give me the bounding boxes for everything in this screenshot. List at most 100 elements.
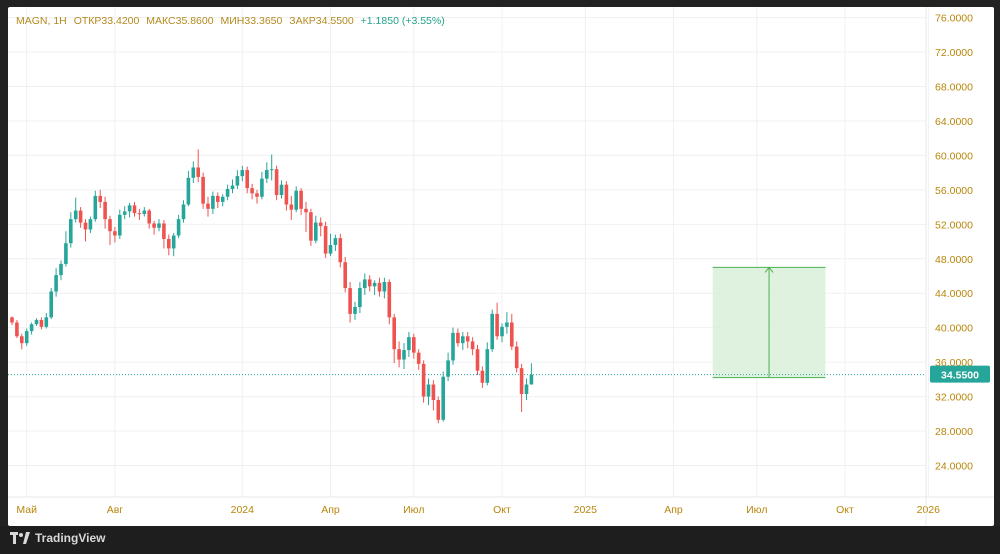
candle-body[interactable]: [64, 243, 68, 264]
candle-body[interactable]: [431, 384, 436, 401]
candle-body[interactable]: [225, 189, 230, 197]
chart-area[interactable]: 76.0000 72.0000 68.0000 64.0000 60.0000 56.00…: [8, 7, 994, 526]
candle-body[interactable]: [529, 374, 534, 385]
candle-body[interactable]: [255, 193, 259, 197]
candle-body[interactable]: [59, 263, 63, 276]
candle-body[interactable]: [274, 169, 279, 196]
candle-body[interactable]: [171, 235, 176, 249]
candle-body[interactable]: [29, 324, 34, 332]
candle-body[interactable]: [294, 190, 298, 210]
candle-body[interactable]: [88, 219, 93, 230]
candle-body[interactable]: [279, 184, 284, 196]
candle-body[interactable]: [441, 376, 445, 420]
candle-body[interactable]: [10, 317, 14, 323]
candle-body[interactable]: [353, 306, 357, 314]
candle-body[interactable]: [39, 319, 44, 327]
candle-body[interactable]: [446, 360, 450, 377]
candle-body[interactable]: [113, 231, 117, 236]
candle-body[interactable]: [235, 176, 240, 186]
candle-body[interactable]: [451, 332, 455, 361]
candle-body[interactable]: [260, 178, 264, 197]
candle-body[interactable]: [142, 210, 147, 214]
candle-body[interactable]: [367, 279, 372, 287]
candle-body[interactable]: [201, 176, 205, 204]
candle-body[interactable]: [358, 288, 362, 307]
candle-body[interactable]: [118, 214, 122, 236]
candle-body[interactable]: [524, 384, 529, 394]
candle-body[interactable]: [382, 282, 387, 292]
candle-body[interactable]: [54, 275, 58, 292]
candle-body[interactable]: [309, 212, 313, 241]
candle-body[interactable]: [162, 223, 166, 239]
candle-body[interactable]: [314, 222, 318, 241]
candle-body[interactable]: [402, 350, 406, 360]
candle-body[interactable]: [421, 363, 426, 397]
candle-body[interactable]: [416, 352, 421, 364]
candle-body[interactable]: [387, 282, 392, 318]
candle-body[interactable]: [167, 238, 171, 249]
candle-body[interactable]: [78, 210, 83, 223]
candle-body[interactable]: [49, 291, 53, 318]
candle-body[interactable]: [122, 211, 127, 215]
candle-body[interactable]: [299, 190, 303, 209]
candle-body[interactable]: [328, 244, 333, 254]
candle-body[interactable]: [34, 319, 39, 325]
candle-body[interactable]: [289, 204, 294, 210]
candle-body[interactable]: [216, 195, 220, 202]
candle-body[interactable]: [363, 279, 367, 289]
candle-body[interactable]: [377, 282, 382, 292]
candle-body[interactable]: [240, 170, 245, 177]
candle-body[interactable]: [514, 346, 519, 369]
candle-body[interactable]: [245, 170, 249, 189]
candle-body[interactable]: [24, 331, 29, 344]
candle-body[interactable]: [333, 238, 338, 245]
candle-body[interactable]: [510, 322, 514, 347]
candle-body[interactable]: [147, 210, 151, 224]
candle-body[interactable]: [265, 170, 269, 179]
candle-body[interactable]: [230, 185, 235, 190]
candle-body[interactable]: [495, 313, 499, 337]
candle-body[interactable]: [304, 208, 308, 213]
candle-body[interactable]: [103, 201, 107, 220]
candle-body[interactable]: [318, 222, 323, 227]
candle-body[interactable]: [211, 195, 215, 209]
candle-body[interactable]: [475, 349, 480, 371]
chart-svg[interactable]: 76.0000 72.0000 68.0000 64.0000 60.0000 56.00…: [8, 7, 994, 526]
candle-body[interactable]: [20, 336, 24, 344]
tradingview-logo[interactable]: TradingView: [10, 531, 105, 545]
candle-body[interactable]: [465, 336, 470, 342]
candle-body[interactable]: [181, 204, 186, 220]
candle-body[interactable]: [456, 332, 460, 344]
candle-body[interactable]: [269, 169, 274, 171]
candle-body[interactable]: [519, 368, 524, 394]
candle-body[interactable]: [220, 196, 225, 202]
candle-body[interactable]: [480, 370, 485, 383]
candle-body[interactable]: [83, 222, 88, 230]
candle-body[interactable]: [127, 205, 132, 212]
candle-body[interactable]: [323, 226, 328, 254]
candle-body[interactable]: [176, 219, 181, 236]
candle-body[interactable]: [157, 223, 161, 228]
candle-body[interactable]: [69, 219, 73, 244]
candle-body[interactable]: [343, 262, 347, 289]
candle-body[interactable]: [98, 195, 102, 202]
candle-body[interactable]: [137, 213, 142, 215]
candle-body[interactable]: [196, 167, 200, 177]
candle-body[interactable]: [348, 288, 352, 314]
candle-body[interactable]: [485, 349, 490, 383]
candle-body[interactable]: [505, 322, 509, 327]
candle-body[interactable]: [461, 336, 465, 344]
candle-body[interactable]: [490, 313, 494, 350]
candle-body[interactable]: [206, 203, 210, 209]
candle-body[interactable]: [392, 317, 396, 350]
candle-body[interactable]: [412, 337, 416, 353]
candle-body[interactable]: [397, 349, 401, 360]
candle-body[interactable]: [152, 223, 156, 228]
candle-body[interactable]: [108, 219, 112, 232]
candle-body[interactable]: [426, 384, 431, 397]
candle-body[interactable]: [372, 282, 377, 287]
candle-body[interactable]: [186, 177, 191, 205]
candle-body[interactable]: [44, 317, 49, 327]
candle-body[interactable]: [436, 400, 441, 420]
candle-body[interactable]: [191, 167, 196, 178]
